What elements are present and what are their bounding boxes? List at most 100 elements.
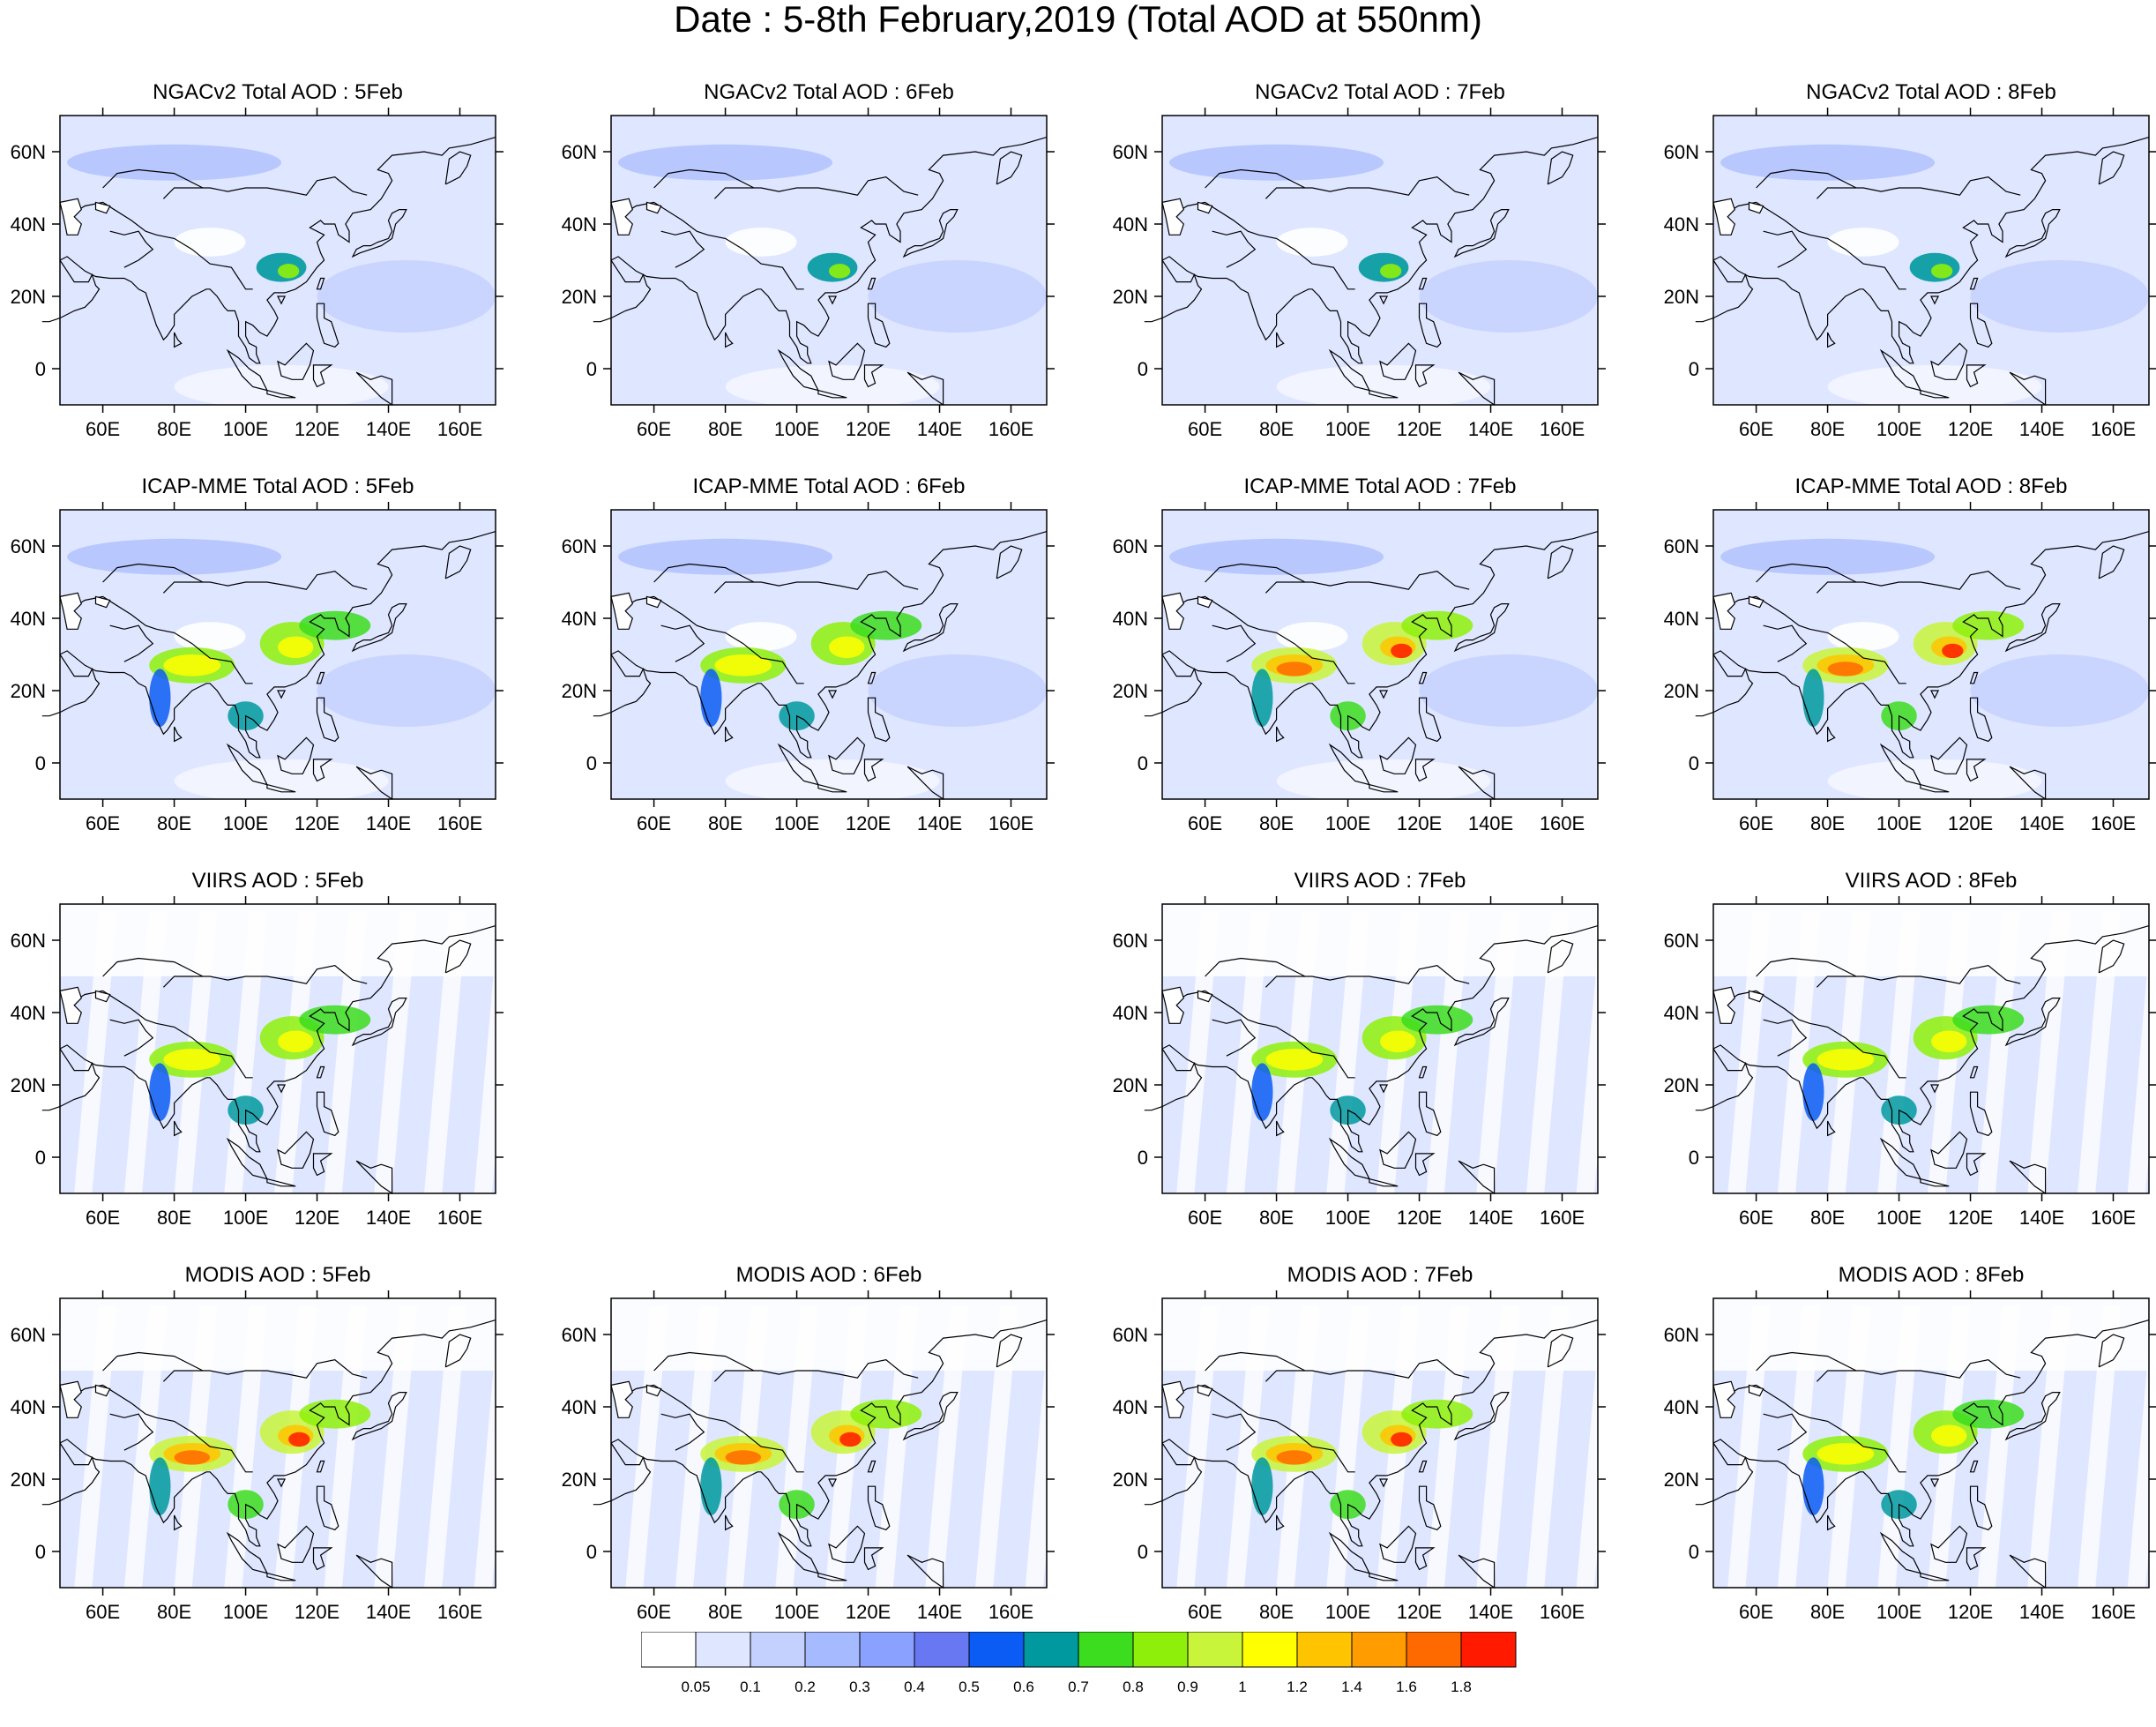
coastlines <box>1144 1320 1599 1589</box>
colorbar-bin <box>1406 1632 1462 1668</box>
lon-tick-label: 160E <box>1540 812 1585 834</box>
colorbar-bin <box>695 1632 751 1668</box>
lon-tick-label: 60E <box>86 812 120 834</box>
lat-tick-label: 60N <box>1664 1324 1699 1346</box>
lon-tick-label: 80E <box>708 812 742 834</box>
map-viirs-8feb: 60E 80E 100E 120E 140E 160E 60N 40N 20N 0 <box>1664 896 2156 1229</box>
map-frame <box>1161 115 1599 406</box>
lat-tick-label: 40N <box>562 1396 597 1418</box>
lon-tick-label: 100E <box>223 418 268 440</box>
colorbar: 0.05 0.1 0.2 0.3 0.4 0.5 0.6 0.7 0.8 0.9 1 1.2 1.4 1.… <box>641 1632 1517 1695</box>
lat-tick-label: 20N <box>11 680 46 702</box>
lon-tick-label: 60E <box>1739 418 1773 440</box>
lat-tick-label: 40N <box>11 1396 46 1418</box>
lat-tick-label: 40N <box>1113 608 1148 630</box>
aod-hotspots <box>700 610 922 731</box>
colorbar-label: 0.2 <box>795 1678 816 1695</box>
aod-hotspots <box>1251 610 1473 731</box>
map-modis-6feb: 60E 80E 100E 120E 140E 160E 60N 40N 20N 0 <box>562 1290 1069 1623</box>
colorbar-bin <box>1460 1632 1517 1668</box>
lat-tick-label: 60N <box>11 535 46 557</box>
lat-tick-label: 60N <box>562 1324 597 1346</box>
lon-tick-label: 60E <box>1188 1601 1222 1623</box>
lat-tick-label: 0 <box>1138 752 1148 774</box>
panel-title: NGACv2 Total AOD : 6Feb <box>704 80 954 104</box>
lat-tick-label: 40N <box>562 608 597 630</box>
colorbar-label: 0.7 <box>1068 1678 1089 1695</box>
lon-tick-label: 140E <box>366 1601 411 1623</box>
panel-title: ICAP-MME Total AOD : 6Feb <box>692 475 966 498</box>
map-frame <box>1712 1297 2150 1589</box>
coastlines <box>593 531 1048 801</box>
colorbar-bin <box>804 1632 861 1668</box>
lon-tick-label: 120E <box>1948 1207 1993 1229</box>
map-frame <box>59 1297 496 1589</box>
lon-tick-label: 100E <box>774 1601 819 1623</box>
lon-tick-label: 120E <box>1948 418 1993 440</box>
lon-tick-label: 140E <box>917 812 962 834</box>
lon-tick-label: 140E <box>2019 1207 2064 1229</box>
colorbar-bin <box>1351 1632 1407 1668</box>
lon-tick-label: 100E <box>1325 812 1370 834</box>
aod-hotspots <box>807 252 858 282</box>
aod-field <box>1720 538 2149 804</box>
lat-tick-label: 60N <box>11 1324 46 1346</box>
map-frame <box>1161 903 1599 1194</box>
lat-tick-label: 0 <box>35 358 46 380</box>
panel-title: MODIS AOD : 7Feb <box>1287 1263 1473 1287</box>
map-icap-8feb: 60E 80E 100E 120E 140E 160E 60N 40N 20N 0 <box>1664 502 2156 834</box>
colorbar-label: 1.2 <box>1287 1678 1308 1695</box>
map-frame <box>610 115 1048 406</box>
lat-tick-label: 40N <box>1113 1396 1148 1418</box>
lon-tick-label: 160E <box>2091 1601 2136 1623</box>
map-frame <box>59 903 496 1194</box>
lat-tick-label: 60N <box>11 141 46 163</box>
colorbar-label: 0.05 <box>681 1678 710 1695</box>
aod-field <box>67 538 496 804</box>
lat-tick-label: 0 <box>35 1147 46 1169</box>
map-viirs-5feb: 60E 80E 100E 120E 140E 160E 60N 40N 20N 0 <box>11 896 518 1229</box>
aod-hotspots <box>1358 252 1409 282</box>
panel-title: MODIS AOD : 6Feb <box>735 1263 922 1287</box>
panel-title: VIIRS AOD : 7Feb <box>1294 869 1466 893</box>
map-frame <box>1712 115 2150 406</box>
lat-tick-label: 20N <box>1664 1074 1699 1096</box>
panel-title: MODIS AOD : 8Feb <box>1838 1263 2025 1287</box>
lat-tick-label: 0 <box>586 752 597 774</box>
lon-tick-label: 80E <box>157 1207 191 1229</box>
colorbar-bin <box>859 1632 915 1668</box>
lon-tick-label: 120E <box>846 418 891 440</box>
lon-tick-label: 100E <box>1876 1601 1921 1623</box>
lat-tick-label: 20N <box>562 286 597 308</box>
lon-tick-label: 120E <box>846 1601 891 1623</box>
lon-tick-label: 100E <box>223 1207 268 1229</box>
lat-tick-label: 40N <box>1664 213 1699 236</box>
lon-tick-label: 80E <box>708 1601 742 1623</box>
map-icap-7feb: 60E 80E 100E 120E 140E 160E 60N 40N 20N 0 <box>1113 502 1606 834</box>
map-ngac-6feb: 60E 80E 100E 120E 140E 160E 60N 40N 20N 0 <box>562 108 1055 440</box>
map-frame <box>610 1297 1048 1589</box>
lat-tick-label: 60N <box>562 535 597 557</box>
map-ngac-7feb: 60E 80E 100E 120E 140E 160E 60N 40N 20N 0 <box>1113 108 1606 440</box>
lon-tick-label: 160E <box>988 1601 1033 1623</box>
lon-tick-label: 80E <box>157 812 191 834</box>
lat-tick-label: 60N <box>562 141 597 163</box>
lon-tick-label: 120E <box>1948 1601 1993 1623</box>
lat-tick-label: 20N <box>562 1469 597 1491</box>
lat-tick-label: 60N <box>1113 535 1148 557</box>
panel-title: ICAP-MME Total AOD : 7Feb <box>1243 475 1517 498</box>
colorbar-label: 0.3 <box>849 1678 870 1695</box>
aod-hotspots <box>1802 1005 2025 1125</box>
lat-tick-label: 0 <box>586 358 597 380</box>
lon-tick-label: 80E <box>1810 1601 1845 1623</box>
map-icap-5feb: 60E 80E 100E 120E 140E 160E 60N 40N 20N 0 <box>11 502 504 834</box>
lat-tick-label: 40N <box>11 1002 46 1024</box>
lon-tick-label: 100E <box>223 812 268 834</box>
lon-tick-label: 120E <box>295 1601 339 1623</box>
lat-tick-label: 0 <box>1689 1541 1699 1563</box>
aod-field <box>618 538 1047 804</box>
lat-tick-label: 20N <box>11 286 46 308</box>
aod-hotspots <box>256 252 307 282</box>
coastlines <box>1695 1320 2150 1589</box>
lon-tick-label: 140E <box>917 418 962 440</box>
